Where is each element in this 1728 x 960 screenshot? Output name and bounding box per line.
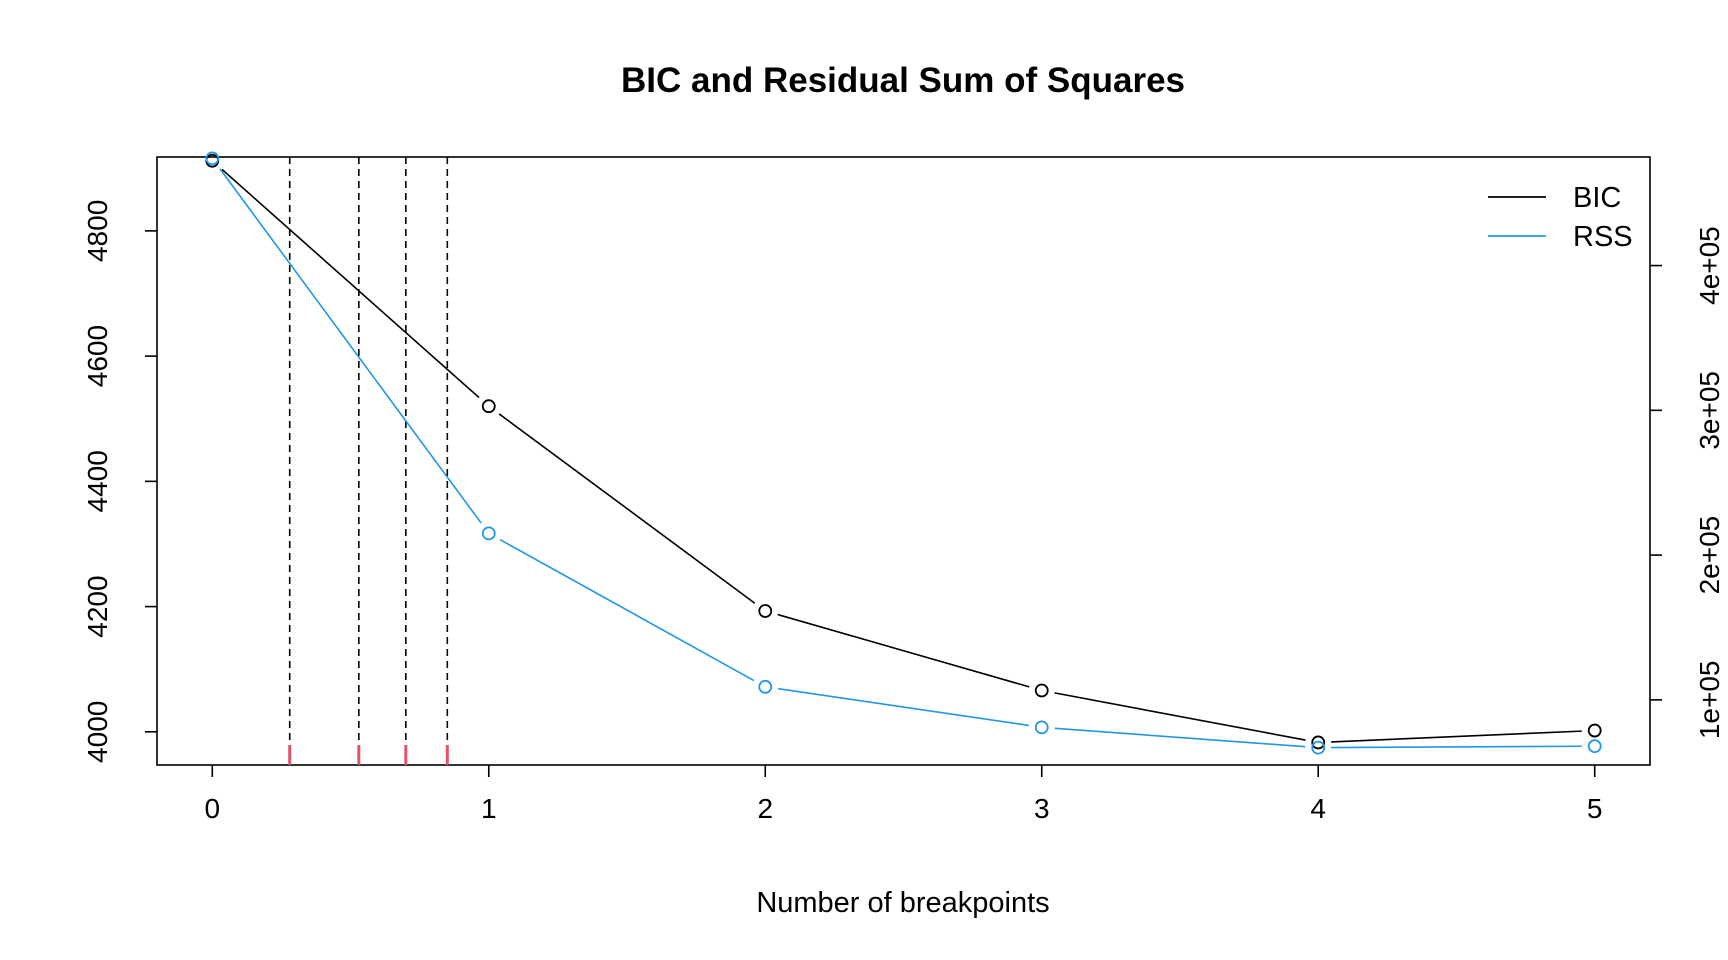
y-axis-right: 1e+05 2e+05 3e+05 4e+05	[1650, 226, 1725, 739]
series-rss-segment-0	[219, 168, 482, 524]
plot-frame	[156, 156, 1651, 766]
series-rss-segment-4	[1331, 745, 1582, 749]
x-tick-label-3: 3	[1034, 793, 1050, 824]
legend-label-rss: RSS	[1573, 221, 1633, 253]
y-left-tick-label-2: 4400	[82, 450, 113, 512]
x-tick-label-2: 2	[757, 793, 773, 824]
breakpoint-lines	[288, 157, 449, 765]
series-rss-point-3	[1034, 720, 1049, 735]
y-right-tick-label-0: 1e+05	[1694, 661, 1725, 740]
y-right-tick-label-2: 3e+05	[1694, 371, 1725, 450]
legend: BIC RSS	[1488, 182, 1633, 253]
series-bic-point-2	[758, 604, 773, 618]
series-rss-point-1	[481, 526, 496, 541]
series-bic-point-4	[1311, 735, 1326, 750]
series-rss-point-4	[1311, 740, 1326, 755]
series-rss-segment-2	[778, 687, 1029, 727]
series-layer	[205, 151, 1602, 755]
series-bic-segment-0	[221, 168, 480, 399]
series-rss-segment-3	[1054, 727, 1306, 748]
x-tick-label-0: 0	[205, 793, 221, 824]
y-right-tick-label-3: 4e+05	[1694, 226, 1725, 305]
x-tick-label-4: 4	[1310, 793, 1326, 824]
breakpoint-rug	[288, 745, 449, 765]
x-tick-label-1: 1	[481, 793, 497, 824]
x-axis: 0 1 2 3 4 5	[205, 765, 1603, 824]
series-bic-segment-3	[1054, 692, 1306, 741]
chart-title: BIC and Residual Sum of Squares	[621, 61, 1185, 100]
series-bic-segment-4	[1331, 730, 1582, 743]
y-left-tick-label-3: 4600	[82, 325, 113, 387]
series-bic-point-1	[481, 399, 496, 414]
series-bic-segment-2	[777, 613, 1030, 688]
x-tick-label-5: 5	[1587, 793, 1603, 824]
series-bic-segment-1	[498, 413, 756, 604]
series-rss-point-5	[1587, 739, 1602, 754]
y-right-tick-label-1: 2e+05	[1694, 516, 1725, 595]
series-rss-segment-1	[499, 538, 755, 682]
y-axis-left: 4000 4200 4400 4600 4800	[82, 200, 157, 763]
series-bic-point-3	[1034, 683, 1049, 698]
y-left-tick-label-4: 4800	[82, 200, 113, 262]
legend-label-bic: BIC	[1573, 182, 1621, 214]
y-left-tick-label-1: 4200	[82, 575, 113, 637]
series-bic-point-5	[1587, 723, 1602, 738]
series-rss-point-2	[758, 679, 773, 694]
x-axis-label: Number of breakpoints	[756, 887, 1049, 919]
y-left-tick-label-0: 4000	[82, 701, 113, 763]
series-rss-point-0	[205, 151, 220, 166]
